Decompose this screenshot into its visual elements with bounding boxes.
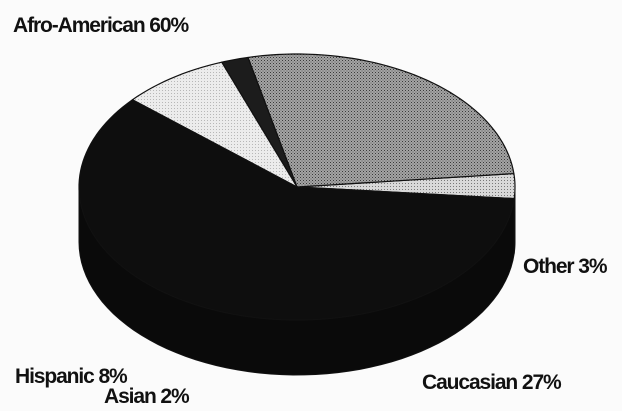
slice-label-caucasian: Caucasian 27%: [422, 371, 562, 394]
pie-slice-hispanic: [131, 61, 298, 188]
pie-tops: [78, 53, 516, 321]
slice-label-other: Other 3%: [523, 255, 608, 278]
pie-slice-caucasian: [247, 53, 515, 188]
slice-label-hispanic: Hispanic 8%: [15, 365, 128, 388]
slice-label-afro-american: Afro-American 60%: [13, 14, 189, 37]
pie-slice-other: [296, 172, 516, 200]
pie-slice-asian: [221, 56, 298, 188]
slice-label-asian: Asian 2%: [104, 385, 190, 408]
pie-slice-afro-american: [78, 99, 515, 321]
